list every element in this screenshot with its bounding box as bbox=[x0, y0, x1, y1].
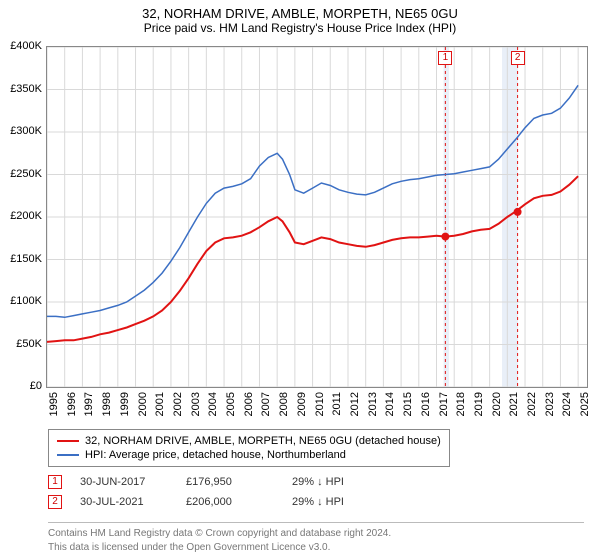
transaction-price: £176,950 bbox=[186, 476, 274, 488]
y-tick-label: £350K bbox=[2, 83, 42, 95]
x-tick-label: 1999 bbox=[119, 392, 131, 422]
x-tick-label: 2006 bbox=[243, 392, 255, 422]
legend-label: HPI: Average price, detached house, Nort… bbox=[85, 449, 346, 461]
transaction-date: 30-JUL-2021 bbox=[80, 496, 168, 508]
x-tick-label: 2009 bbox=[296, 392, 308, 422]
x-tick-label: 2025 bbox=[579, 392, 591, 422]
x-tick-label: 2024 bbox=[561, 392, 573, 422]
x-tick-label: 2005 bbox=[225, 392, 237, 422]
y-tick-label: £400K bbox=[2, 40, 42, 52]
x-tick-label: 2019 bbox=[473, 392, 485, 422]
y-tick-label: £50K bbox=[2, 338, 42, 350]
legend-item: HPI: Average price, detached house, Nort… bbox=[57, 448, 441, 462]
y-tick-label: £300K bbox=[2, 125, 42, 137]
transaction-price: £206,000 bbox=[186, 496, 274, 508]
legend-label: 32, NORHAM DRIVE, AMBLE, MORPETH, NE65 0… bbox=[85, 435, 441, 447]
y-tick-label: £0 bbox=[2, 380, 42, 392]
x-tick-label: 2017 bbox=[438, 392, 450, 422]
x-tick-label: 2001 bbox=[154, 392, 166, 422]
transaction-marker-label: 2 bbox=[511, 51, 525, 65]
footer-attribution: Contains HM Land Registry data © Crown c… bbox=[48, 522, 584, 554]
legend-swatch bbox=[57, 440, 79, 442]
footer-line: Contains HM Land Registry data © Crown c… bbox=[48, 527, 584, 541]
transaction-row: 2 30-JUL-2021 £206,000 29% ↓ HPI bbox=[48, 492, 382, 512]
x-tick-label: 2022 bbox=[526, 392, 538, 422]
x-tick-label: 2014 bbox=[384, 392, 396, 422]
footer-line: This data is licensed under the Open Gov… bbox=[48, 541, 584, 555]
transaction-date: 30-JUN-2017 bbox=[80, 476, 168, 488]
x-tick-label: 1997 bbox=[83, 392, 95, 422]
chart-subtitle: Price paid vs. HM Land Registry's House … bbox=[0, 21, 600, 39]
x-tick-label: 2012 bbox=[349, 392, 361, 422]
x-tick-label: 2002 bbox=[172, 392, 184, 422]
x-tick-label: 2021 bbox=[508, 392, 520, 422]
x-tick-label: 2020 bbox=[491, 392, 503, 422]
transaction-row: 1 30-JUN-2017 £176,950 29% ↓ HPI bbox=[48, 472, 382, 492]
x-tick-label: 2004 bbox=[207, 392, 219, 422]
x-tick-label: 1998 bbox=[101, 392, 113, 422]
x-tick-label: 2013 bbox=[367, 392, 379, 422]
chart-title: 32, NORHAM DRIVE, AMBLE, MORPETH, NE65 0… bbox=[0, 0, 600, 21]
transaction-marker-label: 2 bbox=[48, 495, 62, 509]
x-tick-label: 2007 bbox=[260, 392, 272, 422]
marker-table: 1 30-JUN-2017 £176,950 29% ↓ HPI 2 30-JUL-202… bbox=[48, 472, 382, 512]
x-tick-label: 2023 bbox=[544, 392, 556, 422]
x-tick-label: 2010 bbox=[314, 392, 326, 422]
x-tick-label: 2016 bbox=[420, 392, 432, 422]
y-tick-label: £200K bbox=[2, 210, 42, 222]
legend-item: 32, NORHAM DRIVE, AMBLE, MORPETH, NE65 0… bbox=[57, 434, 441, 448]
transaction-delta: 29% ↓ HPI bbox=[292, 476, 382, 488]
legend: 32, NORHAM DRIVE, AMBLE, MORPETH, NE65 0… bbox=[48, 429, 450, 467]
x-tick-label: 2011 bbox=[331, 392, 343, 422]
transaction-marker-label: 1 bbox=[438, 51, 452, 65]
x-tick-label: 2015 bbox=[402, 392, 414, 422]
x-tick-label: 2008 bbox=[278, 392, 290, 422]
x-tick-label: 1995 bbox=[48, 392, 60, 422]
x-tick-label: 2003 bbox=[190, 392, 202, 422]
y-tick-label: £100K bbox=[2, 295, 42, 307]
x-tick-label: 2000 bbox=[137, 392, 149, 422]
y-tick-label: £150K bbox=[2, 253, 42, 265]
transaction-delta: 29% ↓ HPI bbox=[292, 496, 382, 508]
line-chart: 12 bbox=[46, 46, 588, 388]
transaction-marker-label: 1 bbox=[48, 475, 62, 489]
x-tick-label: 1996 bbox=[66, 392, 78, 422]
y-tick-label: £250K bbox=[2, 168, 42, 180]
legend-swatch bbox=[57, 454, 79, 456]
x-tick-label: 2018 bbox=[455, 392, 467, 422]
